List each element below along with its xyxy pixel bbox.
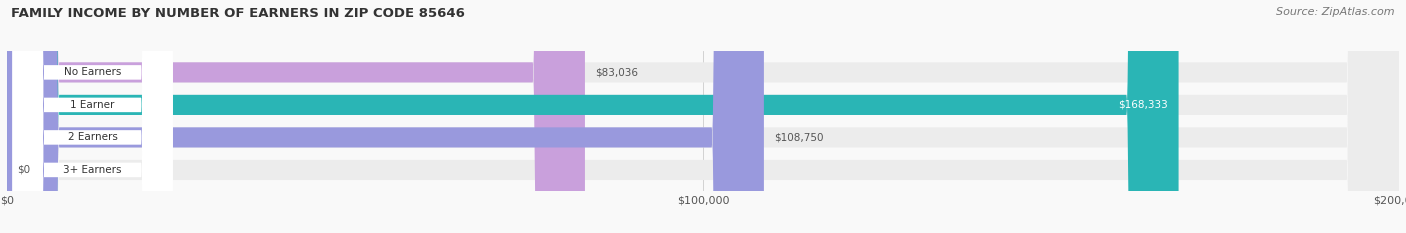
FancyBboxPatch shape [7,0,1399,233]
Text: Source: ZipAtlas.com: Source: ZipAtlas.com [1277,7,1395,17]
Text: 1 Earner: 1 Earner [70,100,115,110]
Text: $168,333: $168,333 [1118,100,1168,110]
Text: 2 Earners: 2 Earners [67,132,118,142]
FancyBboxPatch shape [13,0,173,233]
FancyBboxPatch shape [7,0,1399,233]
FancyBboxPatch shape [7,0,763,233]
Text: 3+ Earners: 3+ Earners [63,165,122,175]
Text: $83,036: $83,036 [595,67,638,77]
FancyBboxPatch shape [7,0,1399,233]
Text: No Earners: No Earners [63,67,121,77]
FancyBboxPatch shape [7,0,585,233]
FancyBboxPatch shape [13,0,173,233]
FancyBboxPatch shape [13,0,173,233]
Text: $0: $0 [17,165,31,175]
Text: FAMILY INCOME BY NUMBER OF EARNERS IN ZIP CODE 85646: FAMILY INCOME BY NUMBER OF EARNERS IN ZI… [11,7,465,20]
FancyBboxPatch shape [13,0,173,233]
Text: $108,750: $108,750 [775,132,824,142]
FancyBboxPatch shape [7,0,1178,233]
FancyBboxPatch shape [7,0,1399,233]
